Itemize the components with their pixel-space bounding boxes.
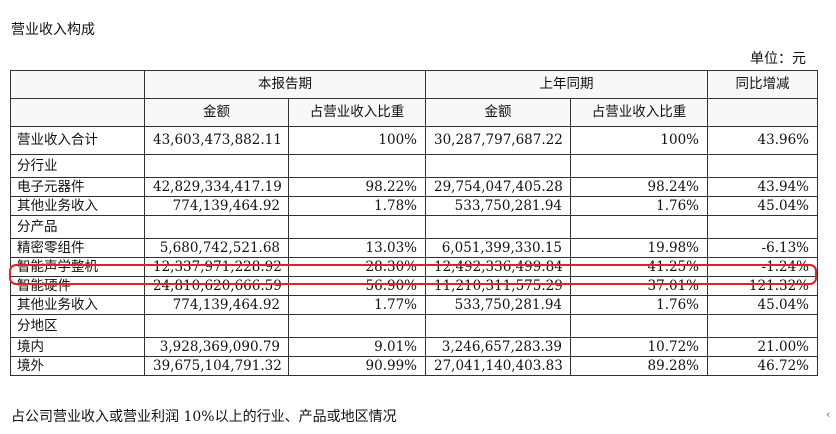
previous-ratio: 89.28% xyxy=(570,356,708,376)
header-previous-amount: 金额 xyxy=(425,98,571,127)
previous-amount: 11,210,311,575.29 xyxy=(425,276,571,296)
yoy-change: 45.04% xyxy=(707,196,818,216)
header-yoy: 同比增减 xyxy=(707,70,818,99)
table-row: 境外 39,675,104,791.32 90.99% 27,041,140,4… xyxy=(10,356,818,376)
row-label: 智能硬件 xyxy=(10,276,145,296)
previous-amount: 3,246,657,283.39 xyxy=(425,337,571,357)
header-row-columns: 金额 占营业收入比重 金额 占营业收入比重 xyxy=(10,98,818,127)
current-ratio: 13.03% xyxy=(288,238,426,258)
previous-amount: 27,041,140,403.83 xyxy=(425,356,571,376)
footer-note: 占公司营业收入或营业利润 10%以上的行业、产品或地区情况 xyxy=(11,409,397,425)
header-current-amount: 金额 xyxy=(144,98,289,127)
previous-ratio: 100% xyxy=(570,126,708,155)
current-amount: 24,810,620,666.59 xyxy=(144,276,289,296)
chevron-left-icon: ‹ xyxy=(826,408,831,421)
header-blank-cell xyxy=(10,98,145,127)
table-row-highlighted: 智能声学整机 12,337,971,228.92 28.30% 12,492,3… xyxy=(10,257,818,277)
current-amount: 12,337,971,228.92 xyxy=(144,257,289,277)
section-row-industry: 分行业 xyxy=(10,154,818,178)
current-amount: 5,680,742,521.68 xyxy=(144,238,289,258)
current-amount: 774,139,464.92 xyxy=(144,295,289,315)
current-ratio: 90.99% xyxy=(288,356,426,376)
unit-label: 单位：元 xyxy=(750,51,806,67)
row-label: 其他业务收入 xyxy=(10,295,145,315)
yoy-change: -1.24% xyxy=(707,257,818,277)
current-amount: 42,829,334,417.19 xyxy=(144,177,289,197)
current-amount: 774,139,464.92 xyxy=(144,196,289,216)
yoy-change: 21.00% xyxy=(707,337,818,357)
current-ratio: 98.22% xyxy=(288,177,426,197)
current-ratio: 1.78% xyxy=(288,196,426,216)
previous-amount: 533,750,281.94 xyxy=(425,196,571,216)
header-blank-cell xyxy=(707,98,818,127)
revenue-table: 本报告期 上年同期 同比增减 金额 占营业收入比重 金额 占营业收入比重 营业收… xyxy=(10,70,818,376)
current-ratio: 56.90% xyxy=(288,276,426,296)
previous-ratio: 98.24% xyxy=(570,177,708,197)
current-ratio: 9.01% xyxy=(288,337,426,357)
header-row-periods: 本报告期 上年同期 同比增减 xyxy=(10,70,818,99)
previous-ratio: 37.01% xyxy=(570,276,708,296)
row-label: 电子元器件 xyxy=(10,177,145,197)
previous-ratio: 41.25% xyxy=(570,257,708,277)
section-row-product: 分产品 xyxy=(10,215,818,239)
table-row-total: 营业收入合计 43,603,473,882.11 100% 30,287,797… xyxy=(10,126,818,155)
header-previous-period: 上年同期 xyxy=(425,70,708,99)
table-row: 智能硬件 24,810,620,666.59 56.90% 11,210,311… xyxy=(10,276,818,296)
yoy-change: 45.04% xyxy=(707,295,818,315)
yoy-change: 46.72% xyxy=(707,356,818,376)
previous-ratio: 1.76% xyxy=(570,196,708,216)
section-row-region: 分地区 xyxy=(10,314,818,338)
current-ratio: 100% xyxy=(288,126,426,155)
yoy-change: 43.94% xyxy=(707,177,818,197)
previous-amount: 12,492,336,499.84 xyxy=(425,257,571,277)
row-label: 境内 xyxy=(10,337,145,357)
current-ratio: 28.30% xyxy=(288,257,426,277)
header-current-ratio: 占营业收入比重 xyxy=(288,98,426,127)
row-label: 精密零组件 xyxy=(10,238,145,258)
current-ratio: 1.77% xyxy=(288,295,426,315)
yoy-change: -6.13% xyxy=(707,238,818,258)
previous-amount: 29,754,047,405.28 xyxy=(425,177,571,197)
row-label: 境外 xyxy=(10,356,145,376)
previous-ratio: 10.72% xyxy=(570,337,708,357)
previous-ratio: 1.76% xyxy=(570,295,708,315)
previous-amount: 533,750,281.94 xyxy=(425,295,571,315)
header-current-period: 本报告期 xyxy=(144,70,426,99)
current-amount: 39,675,104,791.32 xyxy=(144,356,289,376)
row-label: 智能声学整机 xyxy=(10,257,145,277)
table-row: 境内 3,928,369,090.79 9.01% 3,246,657,283.… xyxy=(10,337,818,357)
table-row: 精密零组件 5,680,742,521.68 13.03% 6,051,399,… xyxy=(10,238,818,258)
previous-ratio: 19.98% xyxy=(570,238,708,258)
table-row: 电子元器件 42,829,334,417.19 98.22% 29,754,04… xyxy=(10,177,818,197)
table-row: 其他业务收入 774,139,464.92 1.77% 533,750,281.… xyxy=(10,295,818,315)
current-amount: 3,928,369,090.79 xyxy=(144,337,289,357)
table-row: 其他业务收入 774,139,464.92 1.78% 533,750,281.… xyxy=(10,196,818,216)
yoy-change: 121.32% xyxy=(707,276,818,296)
yoy-change: 43.96% xyxy=(707,126,818,155)
previous-amount: 30,287,797,687.22 xyxy=(425,126,571,155)
header-blank-cell xyxy=(10,70,145,99)
section-label: 分行业 xyxy=(10,154,145,178)
row-label: 其他业务收入 xyxy=(10,196,145,216)
document-title: 营业收入构成 xyxy=(11,22,95,38)
section-label: 分地区 xyxy=(10,314,145,338)
header-previous-ratio: 占营业收入比重 xyxy=(570,98,708,127)
row-label: 营业收入合计 xyxy=(10,126,145,155)
previous-amount: 6,051,399,330.15 xyxy=(425,238,571,258)
current-amount: 43,603,473,882.11 xyxy=(144,126,289,155)
section-label: 分产品 xyxy=(10,215,145,239)
